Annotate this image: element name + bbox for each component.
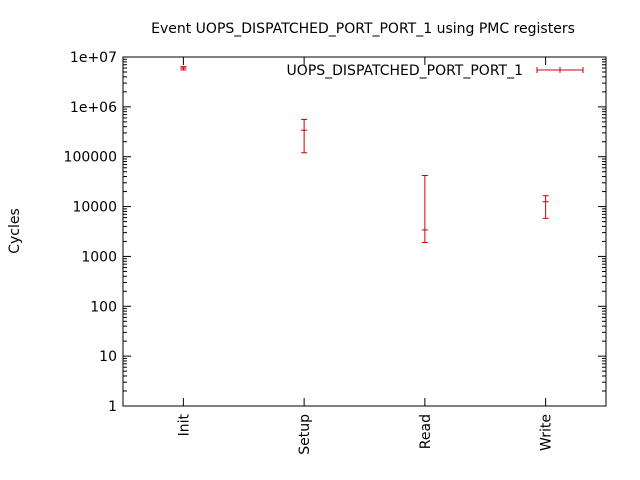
x-tick-label: Init [176,413,192,436]
y-tick-label: 1e+06 [70,100,117,116]
y-tick-label: 10 [99,349,117,365]
y-tick-label: 1e+07 [70,50,117,66]
x-tick-label: Setup [297,414,313,455]
series-group [180,66,549,244]
y-tick-label: 1 [108,399,117,415]
y-tick-label: 100 [90,299,117,315]
x-tick-label: Read [418,414,434,449]
chart-title: Event UOPS_DISPATCHED_PORT_PORT_1 using … [151,21,575,37]
x-tick-label: Write [539,414,555,451]
y-axis-label: Cycles [7,208,23,254]
y-tick-label: 1000 [81,249,117,265]
y-ticks: 1 10 100 1000 10000 100000 1e+06 1e+07 [64,50,606,415]
y-tick-label: 100000 [64,150,117,166]
legend: UOPS_DISPATCHED_PORT_PORT_1 [287,63,584,79]
y-tick-label: 10000 [72,200,117,216]
plot-frame [122,56,607,407]
x-ticks: Init Setup Read Write [176,57,555,455]
legend-entry-label: UOPS_DISPATCHED_PORT_PORT_1 [287,63,523,79]
